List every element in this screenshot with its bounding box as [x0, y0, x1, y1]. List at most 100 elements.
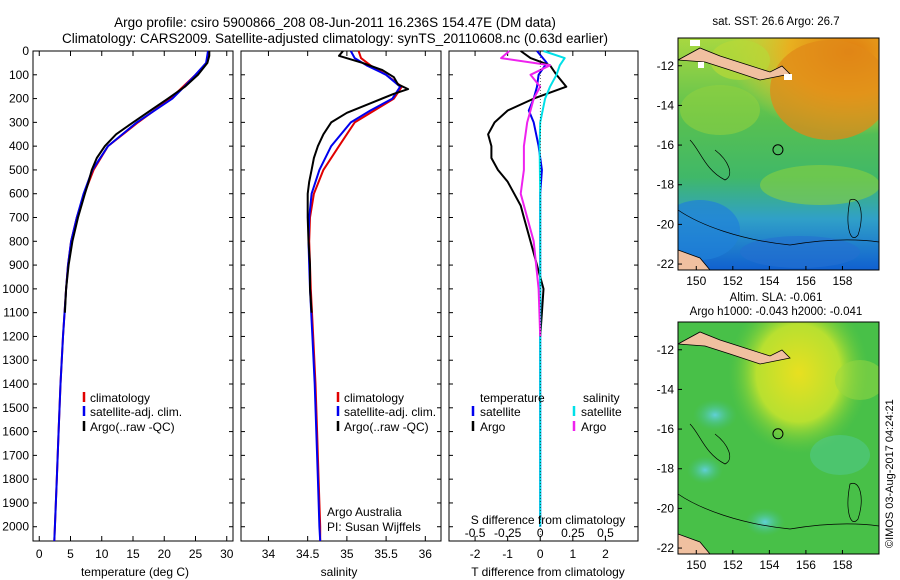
- map-y-tick-label: -12: [657, 343, 675, 357]
- map-x-tick-label: 152: [723, 274, 743, 288]
- series-line-argo-raw-qc-: [306, 50, 410, 313]
- y-tick-label: 1100: [3, 306, 29, 320]
- difference-panel: -2 -1 0 1 2 -0.5 -0.25 0 0.25 0.5 temperature sal…: [448, 50, 639, 579]
- sst-map-frame: [677, 37, 880, 271]
- x-tick-label: 36: [419, 547, 433, 561]
- map-x-tick-label: 150: [686, 274, 706, 288]
- x-tick-label: 20: [158, 547, 172, 561]
- sla-map-frame: [677, 321, 880, 555]
- sst-map-panel: sat. SST: 26.6 Argo: 26.7 150 152 154 156 15…: [657, 16, 880, 288]
- sla-map-panel: Altim. SLA: -0.061 Argo h1000: -0.043 h2…: [657, 292, 880, 572]
- y-tick-label: 900: [9, 258, 29, 272]
- sla-map-field: [678, 322, 879, 554]
- map-x-tick-label: 158: [832, 558, 852, 572]
- y-tick-label: 700: [9, 211, 29, 225]
- x-tick-label: 34: [262, 547, 276, 561]
- x-tick-label: -2: [470, 547, 481, 561]
- x-top-tick-label: 0: [537, 526, 544, 540]
- sst-map-axis: 150 152 154 156 158 -12 -14 -16 -18 -20 -22: [657, 59, 853, 288]
- y-tick-label: 1300: [2, 353, 29, 367]
- y-tick-label: 500: [9, 163, 29, 177]
- x-tick-label: -1: [502, 547, 513, 561]
- y-tick-label: 1500: [2, 401, 29, 415]
- x-tick-label: 0: [36, 547, 43, 561]
- x-tick-label: 2: [602, 547, 609, 561]
- map-y-tick-label: -14: [657, 98, 675, 112]
- salinity-panel: 34 34.5 35 35.5 36 climatology satellite-adj…: [240, 50, 442, 579]
- x-tick-label: 35.5: [374, 547, 398, 561]
- map-y-tick-label: -18: [657, 178, 675, 192]
- temperature-axis: 0 5 10 15 20 25 300100200300400500600700800900…: [2, 44, 233, 561]
- x-tick-label: 30: [220, 547, 234, 561]
- temperature-xlabel: temperature (deg C): [81, 565, 189, 579]
- x-top-tick-label: 0.25: [561, 526, 585, 540]
- y-tick-label: 0: [22, 44, 29, 58]
- temperature-series: [53, 50, 211, 542]
- series-line-argo-raw-qc-: [63, 51, 211, 313]
- x-tick-label: 0: [537, 547, 544, 561]
- y-tick-label: 1900: [2, 496, 29, 510]
- sla-map-axis: 150 152 154 156 158 -12 -14 -16 -18 -20 -22: [657, 343, 853, 572]
- y-tick-label: 600: [9, 187, 29, 201]
- sst-map-argo-marker: [772, 144, 784, 156]
- map-y-tick-label: -22: [657, 257, 675, 271]
- salinity-plot-frame: [240, 50, 442, 542]
- map-y-tick-label: -22: [657, 541, 675, 555]
- y-tick-label: 200: [9, 92, 29, 106]
- legend-s-satellite-label: satellite: [581, 405, 622, 419]
- map-y-tick-label: -12: [657, 59, 675, 73]
- sla-map-argo-marker: [772, 428, 784, 440]
- salinity-legend: climatology satellite-adj. clim. Argo(..…: [336, 391, 436, 434]
- y-tick-label: 1700: [2, 448, 29, 462]
- map-y-tick-label: -18: [657, 462, 675, 476]
- map-x-tick-label: 156: [796, 558, 816, 572]
- legend-salinity-heading: salinity: [583, 391, 620, 405]
- salinity-axis: 34 34.5 35 35.5 36: [241, 50, 441, 561]
- salinity-xlabel: salinity: [321, 565, 358, 579]
- y-tick-label: 1400: [2, 377, 29, 391]
- difference-series: [487, 50, 568, 541]
- y-tick-label: 1600: [2, 425, 29, 439]
- credit-line2: PI: Susan Wijffels: [327, 520, 421, 534]
- sst-map-field: [678, 38, 879, 270]
- series-line-t-argo: [487, 50, 568, 337]
- series-line-climatology: [308, 50, 403, 541]
- map-y-tick-label: -20: [657, 501, 675, 515]
- credit-line1: Argo Australia: [327, 505, 402, 519]
- map-x-tick-label: 154: [759, 558, 779, 572]
- map-y-tick-label: -16: [657, 422, 675, 436]
- difference-xlabel: T difference from climatology: [471, 565, 625, 579]
- map-y-tick-label: -14: [657, 382, 675, 396]
- map-x-tick-label: 150: [686, 558, 706, 572]
- temperature-legend: climatology satellite-adj. clim. Argo(..…: [82, 391, 182, 434]
- x-tick-label: 25: [189, 547, 203, 561]
- y-tick-label: 400: [9, 139, 29, 153]
- salinity-series: [306, 50, 410, 542]
- series-line-s-argo: [500, 50, 551, 337]
- map-x-tick-label: 156: [796, 274, 816, 288]
- sla-map-subtitle: Argo h1000: -0.043 h2000: -0.041: [690, 306, 863, 318]
- legend-s-argo-label: Argo: [581, 420, 607, 434]
- x-tick-label: 15: [126, 547, 140, 561]
- y-tick-label: 1000: [2, 282, 29, 296]
- x-tick-label: 35: [340, 547, 354, 561]
- map-x-tick-label: 152: [723, 558, 743, 572]
- legend-satellite-label: satellite-adj. clim.: [90, 405, 182, 419]
- legend-argo-label: Argo(..raw -QC): [344, 420, 429, 434]
- x-top-tick-label: -0.5: [465, 526, 486, 540]
- legend-climatology-label: climatology: [344, 391, 404, 405]
- legend-t-argo-label: Argo: [480, 420, 506, 434]
- difference-xlabel-top: S difference from climatology: [471, 513, 626, 527]
- map-x-tick-label: 154: [759, 274, 779, 288]
- header-line1: Argo profile: csiro 5900866_208 08-Jun-2…: [114, 15, 556, 30]
- header-line2: Climatology: CARS2009. Satellite-adjuste…: [62, 31, 608, 46]
- legend-satellite-label: satellite-adj. clim.: [344, 405, 436, 419]
- copyright-stamp: ©IMOS 03-Aug-2017 04:24:21: [884, 399, 896, 548]
- x-tick-label: 5: [67, 547, 74, 561]
- y-tick-label: 800: [9, 234, 29, 248]
- map-x-tick-label: 158: [832, 274, 852, 288]
- sst-map-title: sat. SST: 26.6 Argo: 26.7: [712, 16, 839, 28]
- map-y-tick-label: -16: [657, 138, 675, 152]
- legend-argo-label: Argo(..raw -QC): [90, 420, 175, 434]
